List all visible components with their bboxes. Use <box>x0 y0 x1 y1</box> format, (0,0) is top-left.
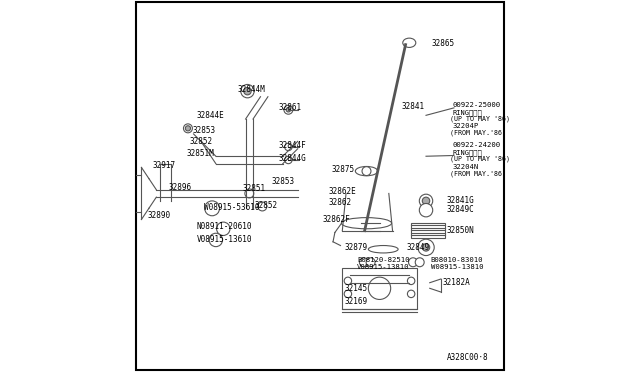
Text: 32844F: 32844F <box>278 141 306 150</box>
Circle shape <box>366 258 375 267</box>
Text: 32844G: 32844G <box>278 154 306 163</box>
Text: 32861: 32861 <box>278 103 301 112</box>
Ellipse shape <box>341 218 392 229</box>
Text: 32182A: 32182A <box>443 278 470 287</box>
Circle shape <box>422 244 429 251</box>
Circle shape <box>344 290 351 298</box>
Text: 32862F: 32862F <box>322 215 350 224</box>
Text: (FROM MAY.'86): (FROM MAY.'86) <box>450 130 506 137</box>
Bar <box>342 268 417 309</box>
Text: N08911-20610: N08911-20610 <box>196 222 252 231</box>
Ellipse shape <box>403 38 416 47</box>
Text: (UP TO MAY '86): (UP TO MAY '86) <box>450 156 510 163</box>
Circle shape <box>209 233 223 247</box>
Text: V08915-13810: V08915-13810 <box>357 264 410 270</box>
Text: (FROM MAY.'86): (FROM MAY.'86) <box>450 170 506 177</box>
Text: 32844M: 32844M <box>237 85 265 94</box>
Circle shape <box>418 239 434 256</box>
Text: A328C00·8: A328C00·8 <box>447 353 488 362</box>
Text: 32844E: 32844E <box>196 111 224 120</box>
Text: RINGリング: RINGリング <box>452 109 482 116</box>
Text: 32841: 32841 <box>402 102 425 110</box>
Circle shape <box>245 189 254 198</box>
Text: 32204N: 32204N <box>452 164 478 170</box>
Circle shape <box>419 203 433 217</box>
Ellipse shape <box>369 246 398 253</box>
Text: 32841G: 32841G <box>447 196 474 205</box>
Circle shape <box>360 258 369 267</box>
Circle shape <box>422 197 429 205</box>
Text: 32851: 32851 <box>243 184 266 193</box>
Text: V08915-13610: V08915-13610 <box>196 235 252 244</box>
Text: (UP TO MAY '86): (UP TO MAY '86) <box>450 116 510 122</box>
Circle shape <box>285 143 292 151</box>
Circle shape <box>216 222 230 235</box>
Circle shape <box>285 156 292 164</box>
Circle shape <box>244 87 251 95</box>
Text: 32896: 32896 <box>168 183 192 192</box>
Text: 00922-25000: 00922-25000 <box>452 102 500 108</box>
Text: W08915-13810: W08915-13810 <box>431 264 483 270</box>
Text: 32850N: 32850N <box>447 226 474 235</box>
Text: 32879: 32879 <box>344 243 367 252</box>
Circle shape <box>344 277 351 285</box>
Bar <box>411 223 445 238</box>
Text: 32852: 32852 <box>255 201 278 210</box>
Circle shape <box>419 194 433 208</box>
Text: 32169: 32169 <box>344 297 367 306</box>
Text: 32851M: 32851M <box>186 149 214 158</box>
Text: RINGリング: RINGリング <box>452 149 482 156</box>
Text: 32862: 32862 <box>328 198 351 207</box>
Text: 32852: 32852 <box>189 137 212 146</box>
Circle shape <box>205 201 220 216</box>
Text: 32204P: 32204P <box>452 124 478 129</box>
Text: 32865: 32865 <box>431 39 455 48</box>
Circle shape <box>186 126 191 131</box>
Circle shape <box>284 105 293 114</box>
Circle shape <box>408 258 417 267</box>
Circle shape <box>369 277 390 299</box>
Text: 32849C: 32849C <box>447 205 474 214</box>
Text: 32917: 32917 <box>152 161 176 170</box>
Text: B08010-83010: B08010-83010 <box>431 257 483 263</box>
Text: 32853: 32853 <box>193 126 216 135</box>
Text: B08120-82510: B08120-82510 <box>357 257 410 263</box>
Circle shape <box>408 277 415 285</box>
Circle shape <box>415 258 424 267</box>
Ellipse shape <box>355 166 378 176</box>
Text: W08915-53610: W08915-53610 <box>204 203 259 212</box>
Circle shape <box>184 124 193 133</box>
Text: 32145: 32145 <box>344 284 367 293</box>
Circle shape <box>241 84 254 98</box>
Text: 32853: 32853 <box>271 177 295 186</box>
Text: 32862E: 32862E <box>328 187 356 196</box>
Circle shape <box>286 108 291 112</box>
Text: 32890: 32890 <box>147 211 170 220</box>
Circle shape <box>408 290 415 298</box>
Text: 32875: 32875 <box>331 165 355 174</box>
Text: 32849: 32849 <box>406 243 430 252</box>
Circle shape <box>258 202 267 211</box>
Circle shape <box>362 167 371 176</box>
Text: 00922-24200: 00922-24200 <box>452 142 500 148</box>
